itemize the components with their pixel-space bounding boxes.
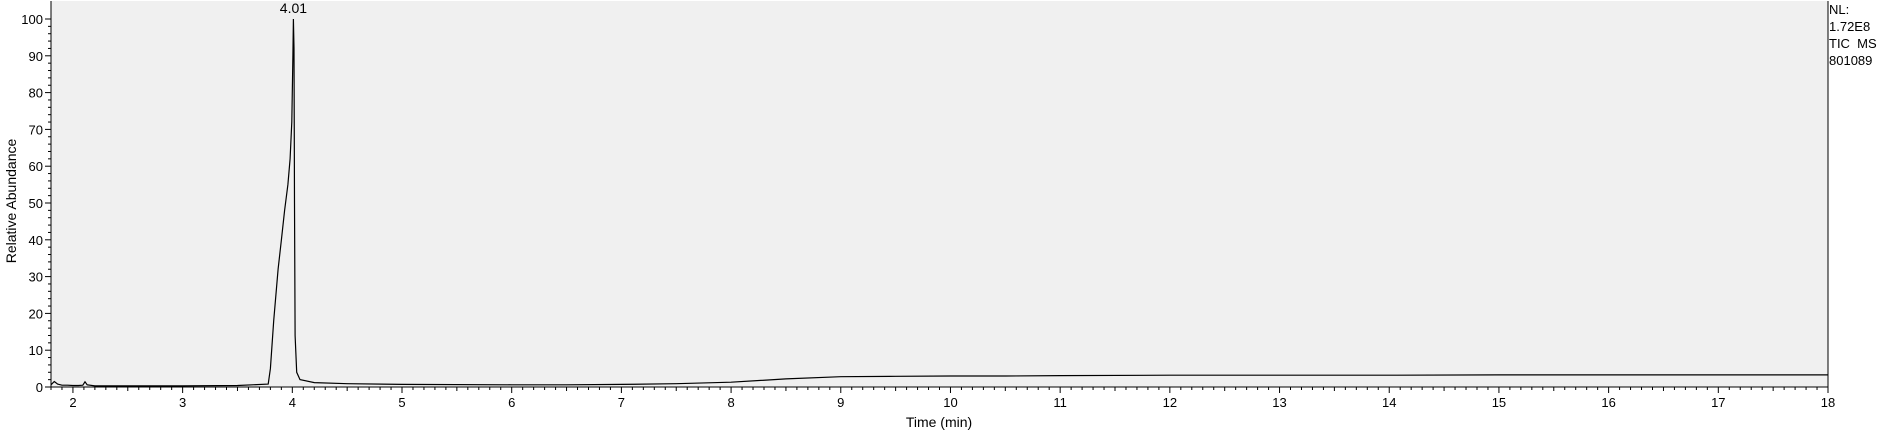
y-tick-label: 0 — [36, 380, 43, 395]
y-tick-label: 90 — [29, 49, 43, 64]
y-tick-label: 20 — [29, 306, 43, 321]
y-tick-label: 30 — [29, 270, 43, 285]
nl-value: 1.72E8 — [1829, 19, 1871, 34]
x-tick-label: 4 — [289, 395, 296, 410]
y-tick-label: 60 — [29, 159, 43, 174]
x-tick-label: 13 — [1272, 395, 1286, 410]
peak-label: 4.01 — [280, 0, 307, 16]
y-axis-ticks: 0 10 20 30 40 50 60 70 80 90 100 — [21, 12, 51, 395]
y-tick-label: 80 — [29, 86, 43, 101]
x-tick-label: 15 — [1492, 395, 1506, 410]
nl-label: NL: — [1829, 2, 1850, 17]
x-tick-label: 5 — [398, 395, 405, 410]
x-tick-label: 7 — [618, 395, 625, 410]
peak-annotations: 4.01 — [280, 0, 307, 16]
y-tick-label: 10 — [29, 343, 43, 358]
y-tick-label: 100 — [21, 12, 43, 27]
x-tick-label: 9 — [837, 395, 844, 410]
scan-type-label: TIC MS — [1829, 36, 1877, 51]
sample-id-label: 801089 — [1829, 53, 1873, 68]
x-tick-label: 3 — [179, 395, 186, 410]
x-axis-title: Time (min) — [906, 414, 972, 430]
x-tick-label: 11 — [1053, 395, 1067, 410]
plot-area-background — [51, 1, 1828, 387]
y-tick-label: 50 — [29, 196, 43, 211]
y-axis-title: Relative Abundance — [3, 139, 19, 264]
x-tick-label: 18 — [1821, 395, 1835, 410]
scan-info-block: NL: 1.72E8 TIC MS 801089 — [1829, 1, 1877, 69]
y-tick-label: 40 — [29, 233, 43, 248]
x-tick-label: 12 — [1163, 395, 1177, 410]
x-tick-label: 17 — [1711, 395, 1725, 410]
x-tick-label: 10 — [943, 395, 957, 410]
x-tick-label: 6 — [508, 395, 515, 410]
x-axis-ticks: 2 3 4 5 6 7 8 9 10 11 12 13 14 15 16 17 18 — [50, 387, 1835, 410]
x-tick-label: 8 — [727, 395, 734, 410]
x-tick-label: 2 — [69, 395, 76, 410]
series-line — [50, 18, 1828, 387]
x-tick-label: 16 — [1601, 395, 1615, 410]
x-tick-label: 14 — [1382, 395, 1396, 410]
y-tick-label: 70 — [29, 122, 43, 137]
